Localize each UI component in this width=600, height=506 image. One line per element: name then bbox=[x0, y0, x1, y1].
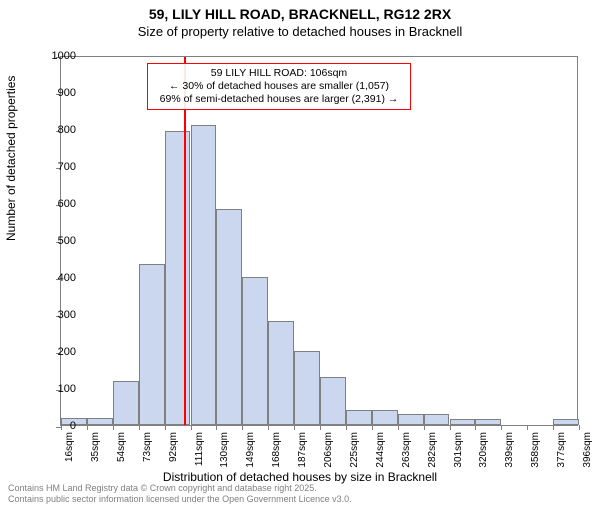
xtick-label: 168sqm bbox=[271, 432, 282, 468]
histogram-bar bbox=[294, 351, 320, 425]
xtick-label: 377sqm bbox=[556, 432, 567, 468]
ytick-label: 500 bbox=[58, 235, 76, 247]
histogram-bar bbox=[165, 131, 191, 425]
page-title: 59, LILY HILL ROAD, BRACKNELL, RG12 2RX bbox=[0, 6, 600, 22]
xtick-label: 111sqm bbox=[194, 432, 205, 466]
histogram-bar bbox=[346, 410, 372, 425]
xtick-label: 92sqm bbox=[168, 432, 179, 462]
xtick-mark bbox=[242, 425, 243, 430]
xtick-mark bbox=[294, 425, 295, 430]
histogram-bar bbox=[372, 410, 398, 425]
xtick-label: 149sqm bbox=[245, 432, 256, 468]
xtick-label: 206sqm bbox=[323, 432, 334, 468]
annotation-line: 69% of semi-detached houses are larger (… bbox=[154, 93, 404, 106]
histogram-bar bbox=[191, 125, 217, 425]
xtick-mark bbox=[320, 425, 321, 430]
annotation-line: ← 30% of detached houses are smaller (1,… bbox=[154, 80, 404, 93]
property-marker-line bbox=[184, 57, 186, 425]
footer-line: Contains public sector information licen… bbox=[8, 494, 352, 504]
xtick-label: 244sqm bbox=[375, 432, 386, 468]
histogram-bar bbox=[87, 418, 113, 425]
histogram-bar bbox=[424, 414, 450, 425]
xtick-mark bbox=[61, 425, 62, 430]
xtick-label: 16sqm bbox=[64, 432, 75, 462]
xtick-mark bbox=[139, 425, 140, 430]
ytick-label: 400 bbox=[58, 272, 76, 284]
xtick-mark bbox=[87, 425, 88, 430]
histogram-bar bbox=[139, 264, 165, 425]
histogram-bar bbox=[216, 209, 242, 425]
xtick-label: 35sqm bbox=[90, 432, 101, 462]
histogram-chart: 59 LILY HILL ROAD: 106sqm← 30% of detach… bbox=[60, 56, 578, 426]
xtick-label: 73sqm bbox=[142, 432, 153, 462]
xtick-label: 187sqm bbox=[297, 432, 308, 468]
x-axis-label: Distribution of detached houses by size … bbox=[0, 470, 600, 484]
xtick-label: 358sqm bbox=[530, 432, 541, 468]
xtick-mark bbox=[527, 425, 528, 430]
ytick-label: 1000 bbox=[52, 50, 76, 62]
xtick-mark bbox=[579, 425, 580, 430]
histogram-bar bbox=[268, 321, 294, 425]
annotation-line: 59 LILY HILL ROAD: 106sqm bbox=[154, 67, 404, 80]
histogram-bar bbox=[553, 419, 579, 425]
xtick-mark bbox=[398, 425, 399, 430]
xtick-label: 282sqm bbox=[427, 432, 438, 468]
page-subtitle: Size of property relative to detached ho… bbox=[0, 24, 600, 39]
xtick-mark bbox=[165, 425, 166, 430]
xtick-mark bbox=[346, 425, 347, 430]
histogram-bar bbox=[320, 377, 346, 425]
attribution-footer: Contains HM Land Registry data © Crown c… bbox=[8, 483, 352, 504]
histogram-bar bbox=[475, 419, 501, 425]
xtick-label: 301sqm bbox=[453, 432, 464, 468]
ytick-label: 900 bbox=[58, 87, 76, 99]
xtick-label: 396sqm bbox=[582, 432, 593, 468]
ytick-label: 200 bbox=[58, 346, 76, 358]
histogram-bar bbox=[450, 419, 476, 425]
xtick-mark bbox=[268, 425, 269, 430]
ytick-label: 0 bbox=[70, 420, 76, 432]
histogram-bar bbox=[242, 277, 268, 425]
annotation-box: 59 LILY HILL ROAD: 106sqm← 30% of detach… bbox=[147, 63, 411, 110]
y-axis-label: Number of detached properties bbox=[4, 76, 18, 241]
xtick-mark bbox=[553, 425, 554, 430]
xtick-mark bbox=[191, 425, 192, 430]
footer-line: Contains HM Land Registry data © Crown c… bbox=[8, 483, 352, 493]
xtick-mark bbox=[424, 425, 425, 430]
histogram-bar bbox=[398, 414, 424, 425]
xtick-mark bbox=[372, 425, 373, 430]
ytick-label: 700 bbox=[58, 161, 76, 173]
ytick-label: 100 bbox=[58, 383, 76, 395]
xtick-mark bbox=[475, 425, 476, 430]
xtick-mark bbox=[501, 425, 502, 430]
xtick-mark bbox=[450, 425, 451, 430]
xtick-label: 339sqm bbox=[504, 432, 515, 468]
xtick-label: 54sqm bbox=[116, 432, 127, 462]
xtick-label: 225sqm bbox=[349, 432, 360, 468]
xtick-mark bbox=[113, 425, 114, 430]
ytick-label: 800 bbox=[58, 124, 76, 136]
ytick-label: 300 bbox=[58, 309, 76, 321]
ytick-label: 600 bbox=[58, 198, 76, 210]
xtick-label: 130sqm bbox=[219, 432, 230, 468]
xtick-label: 320sqm bbox=[478, 432, 489, 468]
xtick-label: 263sqm bbox=[401, 432, 412, 468]
histogram-bar bbox=[113, 381, 139, 425]
xtick-mark bbox=[216, 425, 217, 430]
